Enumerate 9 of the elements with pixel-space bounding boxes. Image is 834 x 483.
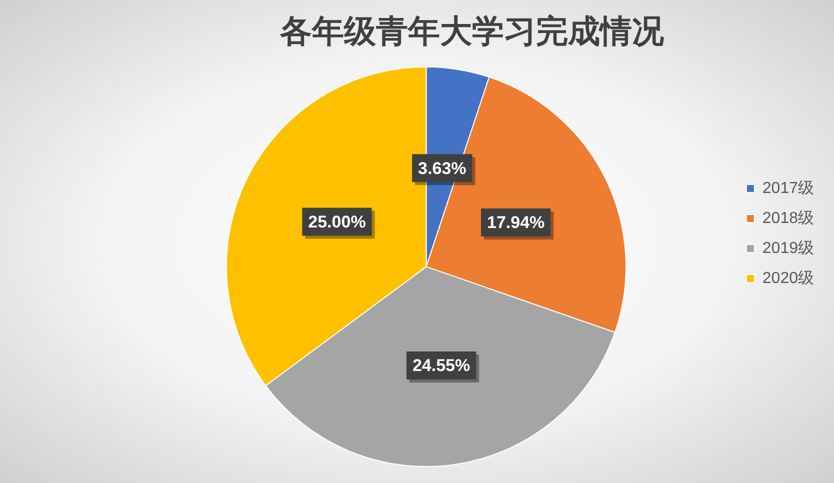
legend-label: 2018级 (762, 210, 814, 227)
legend-label: 2020级 (762, 270, 814, 287)
legend-label: 2017级 (762, 180, 814, 197)
data-label: 25.00% (308, 212, 366, 232)
legend-label: 2019级 (762, 240, 814, 257)
data-label: 17.94% (486, 213, 545, 232)
data-label: 24.55% (412, 356, 470, 376)
data-label: 3.63% (418, 158, 466, 178)
chart-title: 各年级青年大学习完成情况 (279, 13, 665, 50)
